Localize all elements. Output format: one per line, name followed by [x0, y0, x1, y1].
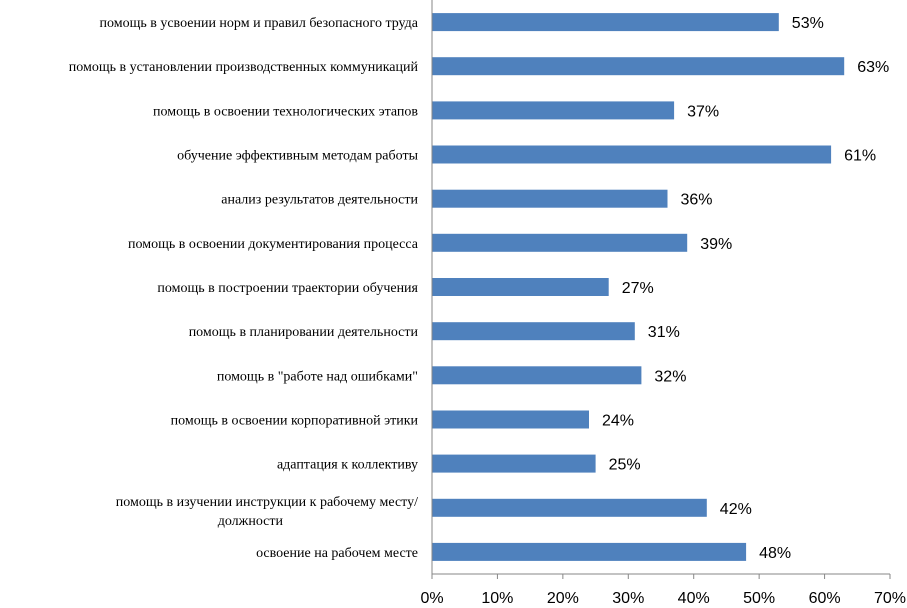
bar — [432, 278, 609, 296]
bar — [432, 189, 668, 208]
bar-value-label: 42% — [720, 501, 752, 518]
bar-value-label: 37% — [687, 103, 719, 120]
bar-value-label: 39% — [700, 236, 732, 253]
bar-value-label: 48% — [759, 545, 791, 562]
bar — [432, 366, 642, 385]
x-tick-label: 20% — [547, 590, 579, 607]
bar-value-label: 32% — [654, 368, 686, 385]
bar-value-label: 61% — [844, 148, 876, 165]
category-label: помощь в освоении корпоративной этики — [171, 414, 419, 429]
x-tick-label: 40% — [678, 590, 710, 607]
category-label: помощь в изучении инструкции к рабочему … — [116, 495, 418, 529]
category-labels: помощь в усвоении норм и правил безопасн… — [69, 16, 419, 561]
bar — [432, 454, 596, 473]
category-label: освоение на рабочем месте — [256, 546, 418, 561]
axes: 0% 10% 20% 30% 40% 50% 60% 70% — [420, 0, 906, 607]
bar — [432, 542, 747, 561]
category-label: помощь в "работе над ошибками" — [217, 369, 418, 384]
bar — [432, 57, 845, 76]
x-tick-label: 70% — [874, 590, 906, 607]
x-tick-label: 60% — [809, 590, 841, 607]
bar — [432, 410, 589, 429]
category-label: помощь в усвоении норм и правил безопасн… — [99, 16, 418, 31]
bar — [432, 498, 707, 517]
x-tick-label: 50% — [743, 590, 775, 607]
bar — [432, 233, 688, 252]
category-label: адаптация к коллективу — [277, 458, 418, 473]
bar-value-label: 53% — [792, 15, 824, 32]
bar — [432, 101, 675, 120]
category-label: помощь в планировании деятельности — [189, 325, 419, 340]
category-label: помощь в освоении документирования проце… — [128, 237, 419, 252]
x-tick-label: 0% — [420, 590, 443, 607]
bar — [432, 145, 832, 164]
bar-value-label: 27% — [622, 280, 654, 297]
category-label: обучение эффективным методам работы — [177, 149, 418, 164]
bar-value-label: 36% — [681, 192, 713, 209]
bars-group — [432, 13, 845, 561]
bar — [432, 322, 635, 341]
category-label: анализ результатов деятельности — [221, 193, 418, 208]
x-tick-label: 10% — [481, 590, 513, 607]
category-label: помощь в построении траектории обучения — [157, 281, 418, 296]
bar — [432, 13, 779, 32]
x-tick-label: 30% — [612, 590, 644, 607]
bar-value-label: 25% — [609, 457, 641, 474]
bar-value-label: 24% — [602, 413, 634, 430]
category-label: помощь в освоении технологических этапов — [153, 104, 418, 119]
bar-value-label: 63% — [857, 59, 889, 76]
bar-value-label: 31% — [648, 324, 680, 341]
category-label: помощь в установлении производственных к… — [69, 60, 419, 75]
value-labels: 53% 63% 37% 61% 36% 39% 27% 31% 32% 24% 25% 42% 48% — [602, 15, 889, 562]
